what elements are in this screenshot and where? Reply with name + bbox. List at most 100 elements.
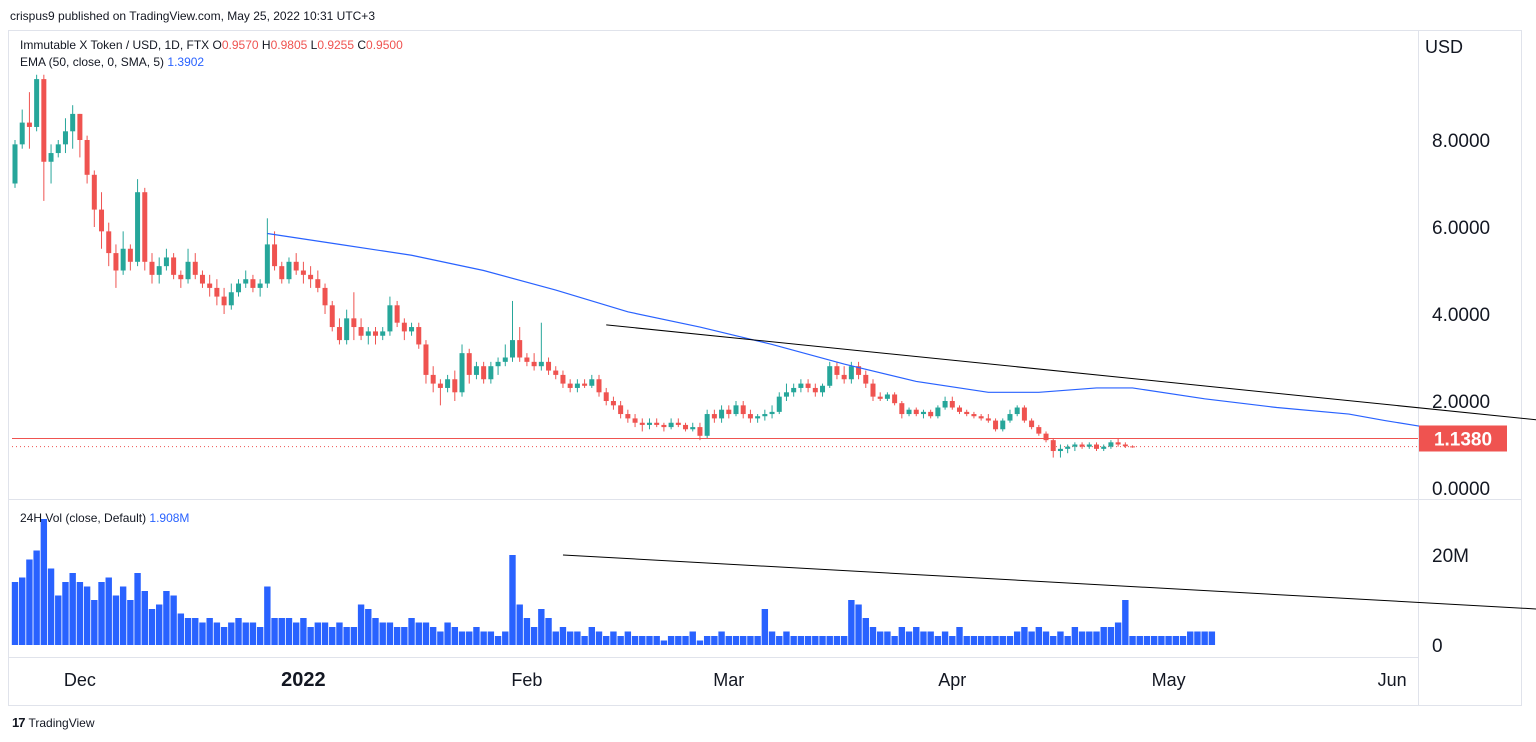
candle-body [344,318,350,341]
volume-bar [98,582,105,645]
candle-body [171,257,177,275]
volume-bar [1143,636,1151,645]
candle-body [711,414,717,419]
volume-bar [934,636,942,645]
volume-bar [170,595,177,645]
volume-bar [696,640,704,645]
volume-bar [487,631,495,645]
volume-bar [112,595,120,645]
volume-bar [119,586,127,645]
volume-bar [855,604,862,645]
candle-body [863,374,869,384]
candle-body [848,366,854,380]
volume-bar [76,582,84,645]
volume-bar [1078,631,1086,645]
volume-bar [970,636,978,645]
candle-body [430,374,436,384]
candle-body [618,405,624,415]
candle-body [199,274,205,284]
candle-body [192,261,198,275]
volume-bar [422,622,430,645]
x-tick-label: Feb [511,670,542,690]
candle-body [610,401,616,406]
volume-bar [1086,631,1093,645]
volume-bar [1194,631,1201,645]
volume-tick-label: 0 [1432,636,1443,657]
candle-body [214,287,220,297]
candle-body [127,248,133,262]
volume-bar [999,636,1006,645]
volume-bar [530,627,538,645]
price-trendline [606,324,1536,421]
candle-body [589,379,595,386]
footer-brand-text: TradingView [28,715,95,730]
volume-bar [1187,631,1194,645]
volume-bar [444,622,451,645]
candle-body [286,261,292,280]
candle-body [106,231,112,254]
volume-bar [913,627,920,645]
volume-bar [660,640,668,645]
candle-body [91,174,97,210]
volume-bar [242,622,249,645]
candle-body [163,257,169,267]
candle-body [62,131,68,145]
volume-bar [732,636,740,645]
candle-body [906,409,912,415]
tradingview-logo-icon: 17 [12,715,26,730]
volume-value: 1.908M [149,511,190,525]
volume-bar [271,618,278,645]
price-tick-label: 8.0000 [1432,131,1490,152]
candle-body [538,361,544,367]
candle-body [704,414,710,436]
volume-bar [812,636,819,645]
candle-body [113,253,119,271]
volume-bar [292,622,300,645]
volume-bar [776,636,783,645]
candle-body [1014,407,1020,415]
candle-body [1094,444,1099,449]
volume-bar [1093,631,1100,645]
volume-bar [985,636,992,645]
candle-body [971,414,977,417]
candle-body [34,79,40,127]
volume-bar [977,636,985,645]
ema-line [267,232,1429,429]
volume-bar [1028,631,1035,645]
volume-bar [826,636,833,645]
price-tick-label: 4.0000 [1432,305,1490,326]
volume-bar [264,586,271,645]
candle-body [1043,433,1049,441]
candle-body [949,401,955,408]
volume-bar [703,636,711,645]
candle-body [827,366,833,386]
volume-bar [617,636,624,645]
volume-bar [761,609,769,645]
volume-bar [163,591,170,645]
price-tick-label: 2.0000 [1432,392,1490,413]
volume-bar [1165,636,1172,645]
volume-bar [1208,631,1216,645]
volume-bar [1057,631,1064,645]
price-tick-label: 0.0000 [1432,479,1490,500]
volume-bar [1100,627,1107,645]
x-tick-label: 2022 [281,669,326,691]
candle-body [358,327,364,336]
volume-bar [581,636,588,645]
volume-bar [285,618,293,645]
volume-bar [1179,636,1187,645]
candle-body [841,374,847,380]
volume-bar [862,618,869,645]
volume-bar [105,577,112,645]
volume-bar [523,618,531,645]
footer-brand[interactable]: 17 TradingView [12,715,95,730]
volume-bar [466,631,473,645]
candle-body [1057,448,1063,452]
candle-body [221,296,227,306]
volume-bar [667,636,675,645]
candle-body [351,318,357,328]
volume-bar [790,636,797,645]
candle-body [257,283,263,288]
candle-body [524,357,530,362]
